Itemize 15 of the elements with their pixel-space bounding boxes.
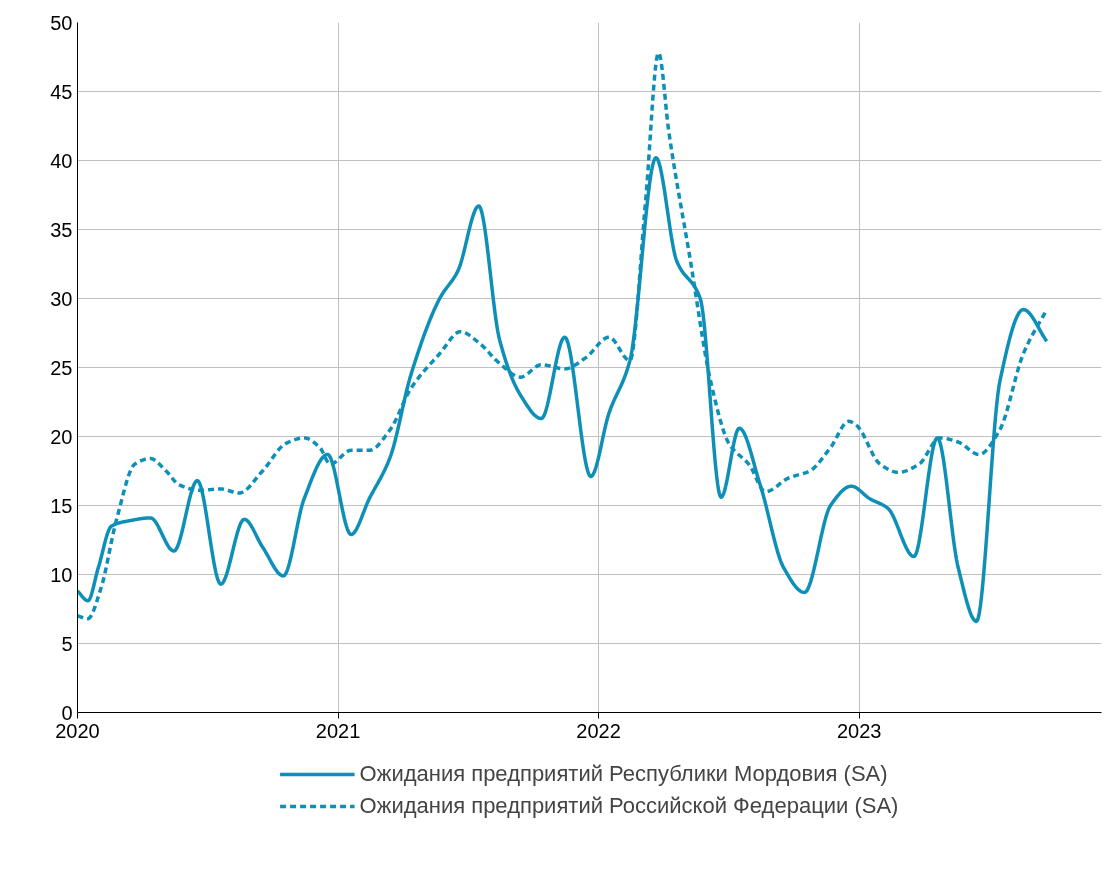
- x-tick-label: 2023: [836, 719, 882, 742]
- y-tick-label: 15: [50, 494, 73, 517]
- y-tick-label: 20: [50, 425, 73, 448]
- y-tick-label: 5: [61, 632, 73, 655]
- y-tick-label: 45: [50, 80, 73, 103]
- x-tick-label: 2022: [576, 719, 621, 742]
- y-tick-label: 40: [50, 149, 73, 172]
- y-tick-label: 50: [50, 11, 73, 34]
- legend-label: Ожидания предприятий Республики Мордовия (SA): [359, 761, 888, 787]
- y-tick-label: 10: [50, 563, 73, 586]
- legend-label: Ожидания предприятий Российской Федерации (SA): [359, 793, 899, 819]
- y-tick-label: 25: [50, 356, 73, 379]
- x-tick-label: 2021: [315, 719, 361, 742]
- y-tick-label: 35: [50, 218, 73, 241]
- y-tick-label: 30: [50, 287, 73, 310]
